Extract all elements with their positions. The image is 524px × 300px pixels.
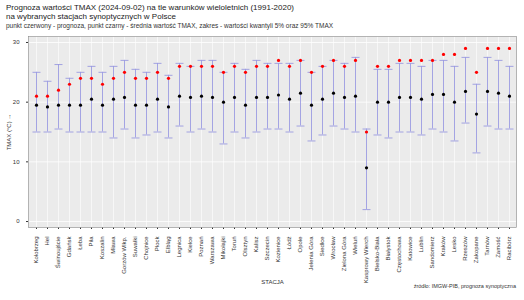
svg-text:Lesko: Lesko bbox=[451, 236, 457, 253]
svg-text:Katowice: Katowice bbox=[407, 236, 413, 261]
svg-text:Białystok: Białystok bbox=[385, 236, 391, 261]
html-text:źródło: IMGW-PIB, prognoza syn: źródło: IMGW-PIB, prognoza synoptyczna bbox=[413, 283, 516, 289]
svg-text:Hel: Hel bbox=[44, 237, 50, 246]
svg-text:Wrocław: Wrocław bbox=[330, 236, 336, 260]
svg-text:Koszalin: Koszalin bbox=[99, 237, 105, 260]
svg-text:Łeba: Łeba bbox=[77, 236, 83, 250]
svg-text:Zielona Góra: Zielona Góra bbox=[341, 236, 347, 271]
svg-text:Łódź: Łódź bbox=[286, 237, 292, 250]
svg-text:Poznań: Poznań bbox=[198, 237, 204, 257]
svg-text:Płock: Płock bbox=[154, 236, 160, 252]
svg-text:Elbląg: Elbląg bbox=[165, 237, 171, 254]
svg-text:Chojnice: Chojnice bbox=[143, 236, 149, 260]
svg-text:Jelenia Góra: Jelenia Góra bbox=[308, 236, 314, 271]
svg-text:Olsztyn: Olsztyn bbox=[242, 237, 248, 257]
svg-text:Kalisz: Kalisz bbox=[253, 237, 259, 253]
svg-text:Toruń: Toruń bbox=[231, 237, 237, 252]
svg-text:0: 0 bbox=[16, 218, 20, 224]
svg-text:Częstochowa: Częstochowa bbox=[396, 236, 402, 273]
svg-text:Sandomierz: Sandomierz bbox=[429, 237, 435, 269]
svg-text:STACJA: STACJA bbox=[261, 279, 284, 285]
svg-text:Kraków: Kraków bbox=[440, 236, 446, 257]
svg-text:Racibórz: Racibórz bbox=[506, 237, 512, 261]
svg-text:Gorzów Wlkp.: Gorzów Wlkp. bbox=[121, 236, 127, 274]
svg-text:TMAX (°C) →: TMAX (°C) → bbox=[6, 114, 12, 151]
svg-text:Kielce: Kielce bbox=[187, 236, 193, 253]
svg-text:Lublin: Lublin bbox=[418, 237, 424, 253]
svg-text:Opole: Opole bbox=[297, 236, 303, 253]
svg-text:Kozienice: Kozienice bbox=[275, 236, 281, 263]
svg-text:Tarnów: Tarnów bbox=[484, 236, 490, 256]
svg-text:Mikołajki: Mikołajki bbox=[220, 237, 226, 260]
svg-text:20: 20 bbox=[13, 99, 20, 105]
svg-text:Kasprowy Wierch: Kasprowy Wierch bbox=[363, 237, 369, 284]
svg-text:10: 10 bbox=[13, 159, 20, 165]
svg-text:Świnoujście: Świnoujście bbox=[54, 236, 61, 268]
svg-text:Warszawa: Warszawa bbox=[209, 236, 215, 264]
svg-text:Gdańsk: Gdańsk bbox=[66, 236, 72, 258]
svg-text:Suwałki: Suwałki bbox=[132, 237, 138, 258]
svg-text:Zamość: Zamość bbox=[495, 237, 501, 258]
svg-text:Bielsko-Biała: Bielsko-Biała bbox=[374, 236, 380, 271]
html-text:na wybranych stacjach synoptyc: na wybranych stacjach synoptycznych w Po… bbox=[6, 12, 176, 21]
svg-text:Mława: Mława bbox=[110, 236, 116, 254]
svg-text:Zakopane: Zakopane bbox=[473, 236, 479, 263]
svg-text:Siedlce: Siedlce bbox=[319, 236, 325, 256]
svg-text:Rzeszów: Rzeszów bbox=[462, 236, 468, 261]
svg-text:Szczecin: Szczecin bbox=[264, 237, 270, 261]
html-text:punkt czerwony - prognoza, pun: punkt czerwony - prognoza, punkt czarny … bbox=[6, 22, 334, 29]
svg-text:30: 30 bbox=[13, 39, 20, 45]
svg-text:Wieluń: Wieluń bbox=[352, 237, 358, 255]
svg-text:Legnica: Legnica bbox=[176, 236, 182, 258]
svg-text:Piła: Piła bbox=[88, 236, 94, 247]
svg-text:Kołobrzeg: Kołobrzeg bbox=[33, 237, 39, 264]
html-text:Prognoza wartości TMAX (2024-0: Prognoza wartości TMAX (2024-09-02) na t… bbox=[6, 3, 294, 12]
